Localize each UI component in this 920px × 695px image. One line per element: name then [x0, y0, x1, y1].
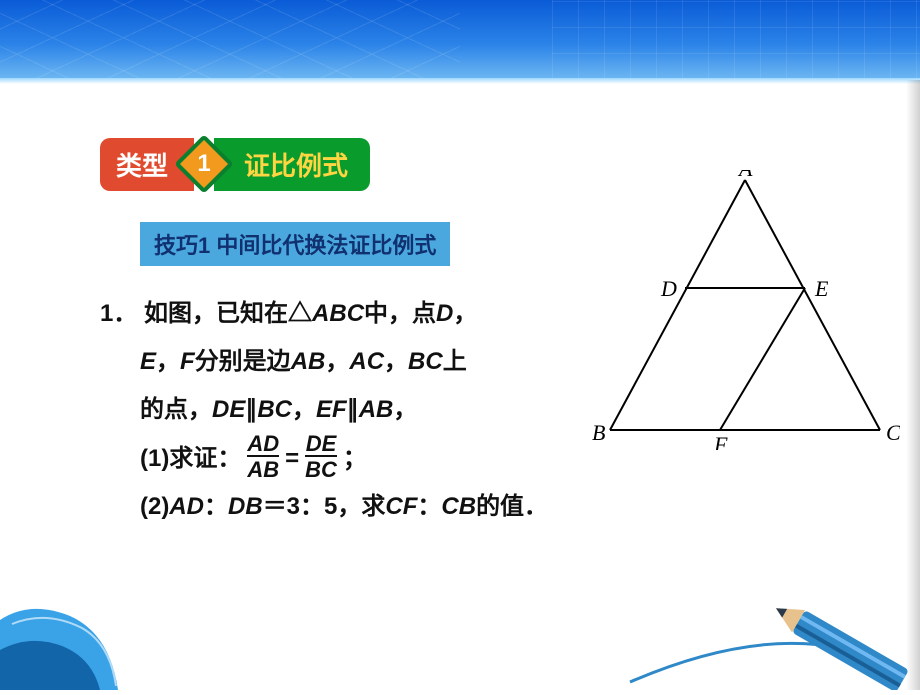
q2h: CB	[441, 493, 476, 520]
t1e: ，	[453, 300, 477, 327]
t1b: ABC	[312, 300, 364, 327]
header-shine	[0, 78, 920, 84]
header-band	[0, 0, 920, 80]
q2i: 的值．	[476, 493, 548, 520]
t2d: 分别是边	[195, 348, 291, 375]
q2c: ：	[204, 493, 228, 520]
svg-text:C: C	[886, 420, 900, 445]
svg-text:F: F	[713, 432, 728, 450]
badge-number-diamond: 1	[176, 136, 232, 192]
t2g: AC	[349, 348, 384, 375]
t3e: ，	[292, 396, 316, 423]
t3i: ，	[393, 396, 417, 423]
q2d: DB	[228, 493, 263, 520]
t3a: 的点，	[140, 396, 212, 423]
q1-prefix: (1)求证：	[140, 435, 241, 483]
frac2-top: DE	[306, 432, 337, 455]
t2i: BC	[408, 348, 443, 375]
t2a: E	[140, 348, 156, 375]
t1c: 中，点	[364, 300, 436, 327]
svg-text:E: E	[814, 276, 829, 301]
eq-sign: =	[285, 435, 299, 483]
t1: 如图，已知在△	[144, 300, 312, 327]
page-curl	[0, 590, 130, 690]
category-badge: 类型 1 证比例式	[100, 138, 370, 190]
svg-text:B: B	[592, 420, 605, 445]
svg-text:D: D	[660, 276, 677, 301]
t3h: AB	[359, 396, 394, 423]
triangle-svg: A B C D E F	[590, 170, 900, 450]
t3f: EF	[316, 396, 347, 423]
t3g: ∥	[347, 396, 359, 423]
q2f: CF	[385, 493, 417, 520]
t1d: D	[436, 300, 453, 327]
q2g: ：	[417, 493, 441, 520]
t3b: DE	[212, 396, 245, 423]
q2b: AD	[169, 493, 204, 520]
q2a: (2)	[140, 493, 169, 520]
t3c: ∥	[245, 396, 257, 423]
q2e: ＝3：5，求	[263, 493, 386, 520]
frac1-top: AD	[247, 432, 279, 455]
problem-index: 1．	[100, 300, 137, 327]
geometry-figure: A B C D E F	[590, 170, 900, 450]
badge-number: 1	[197, 150, 210, 178]
badge-right-label: 证比例式	[214, 138, 370, 191]
t2c: F	[180, 348, 195, 375]
pencil-decoration	[620, 570, 920, 690]
fraction-1: AD AB	[247, 432, 279, 481]
t2b: ，	[156, 348, 180, 375]
t2h: ，	[384, 348, 408, 375]
frac1-bot: AB	[247, 455, 279, 481]
t3d: BC	[257, 396, 292, 423]
fraction-2: DE BC	[305, 432, 337, 481]
svg-text:A: A	[737, 170, 753, 181]
t2f: ，	[325, 348, 349, 375]
q1-suffix: ；	[343, 435, 367, 483]
tip-box: 技巧1 中间比代换法证比例式	[140, 222, 450, 266]
problem-text: 1． 如图，已知在△ABC中，点D， E，F分别是边AB，AC，BC上 的点，D…	[100, 290, 590, 531]
t2e: AB	[291, 348, 326, 375]
t2j: 上	[443, 348, 467, 375]
frac2-bot: BC	[305, 455, 337, 481]
